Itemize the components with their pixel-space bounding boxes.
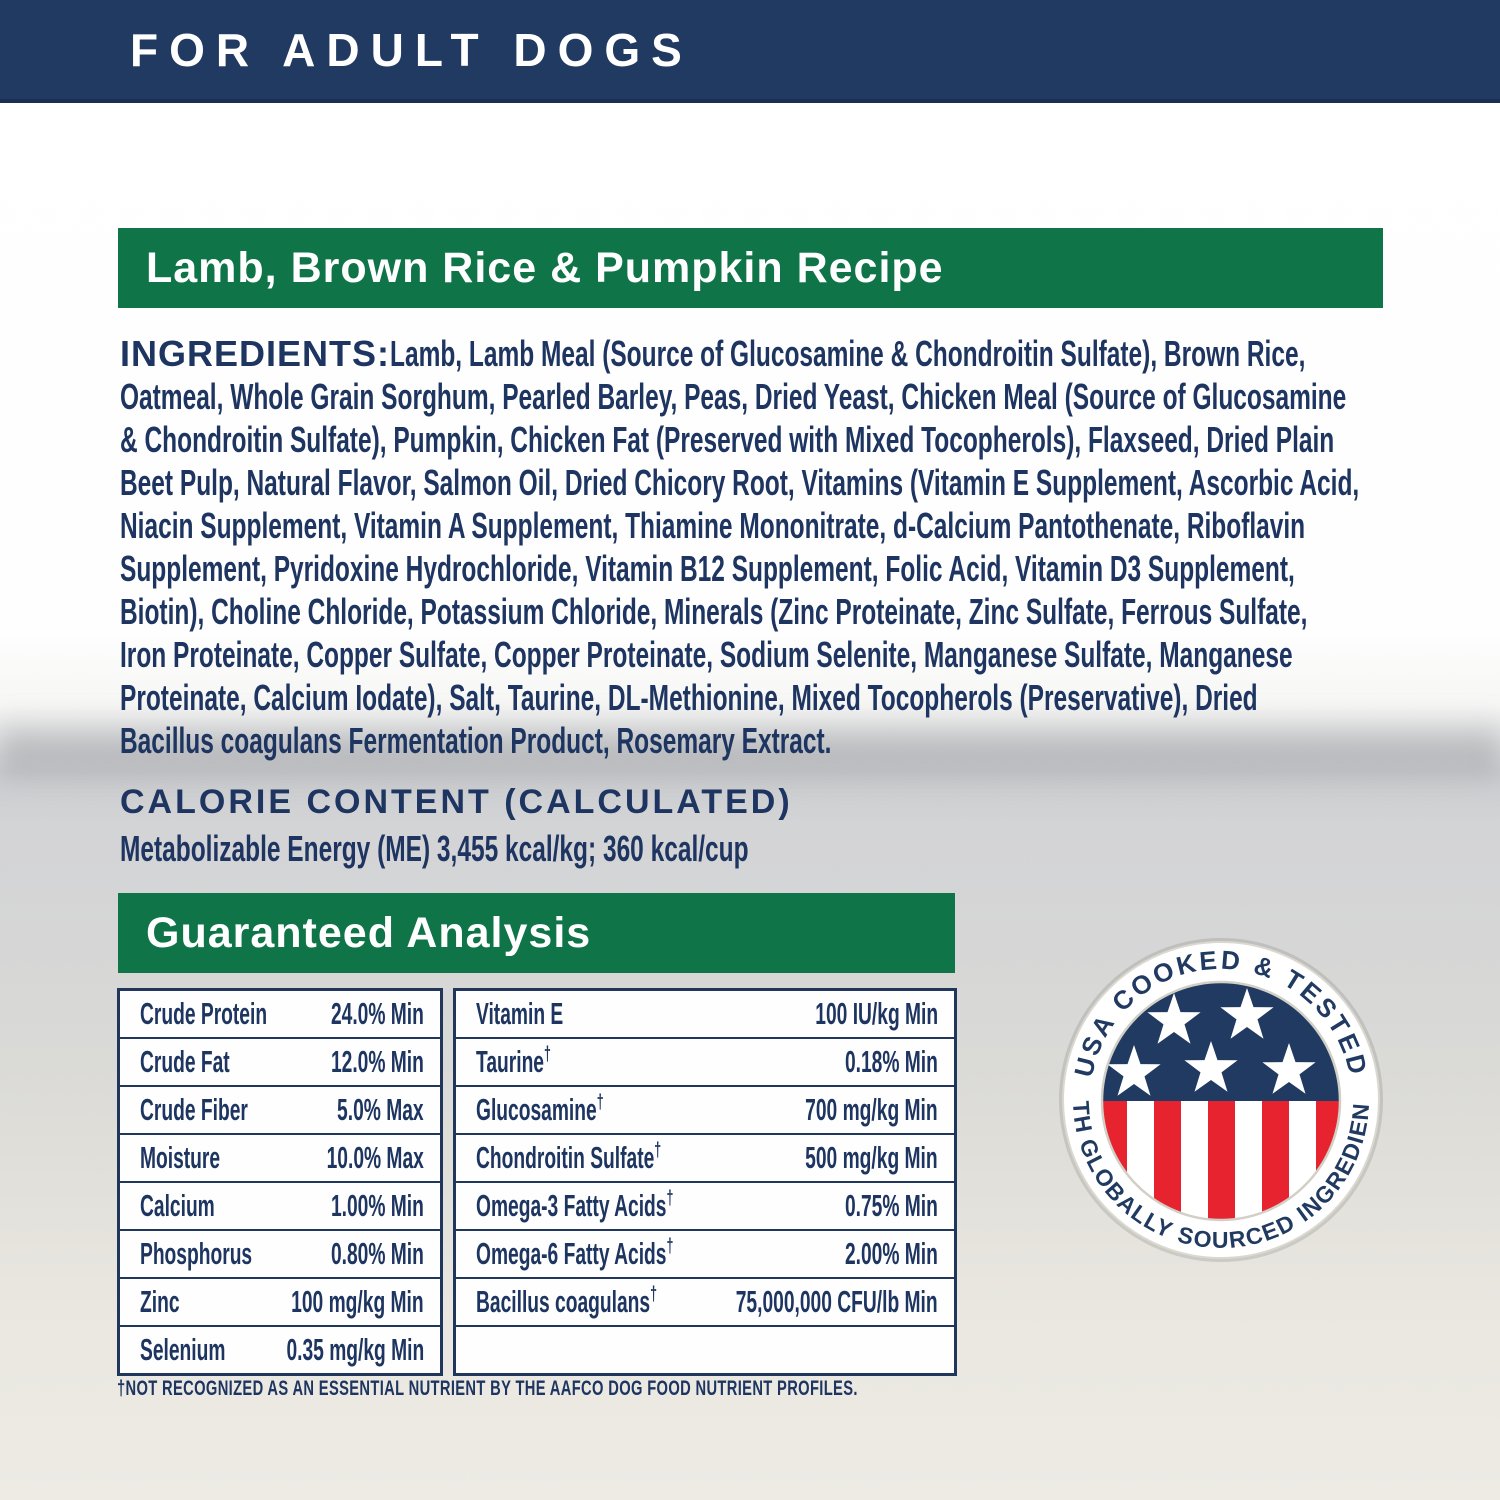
table-row: Glucosamine† 700 mg/kg Min	[456, 1085, 954, 1133]
guaranteed-analysis-label: Guaranteed Analysis	[146, 908, 592, 957]
badge-inner-ring	[1100, 980, 1342, 1222]
table-row: Selenium 0.35 mg/kg Min	[120, 1325, 440, 1373]
background-treeline	[0, 712, 1500, 782]
ingredients-line: Supplement, Pyridoxine Hydrochloride, Vi…	[120, 548, 1295, 589]
table-row: Chondroitin Sulfate† 500 mg/kg Min	[456, 1133, 954, 1181]
table-row: Omega-6 Fatty Acids† 2.00% Min	[456, 1229, 954, 1277]
ingredients-line: Biotin), Choline Chloride, Potassium Chl…	[120, 591, 1308, 632]
table-row: Phosphorus 0.80% Min	[120, 1229, 440, 1277]
ingredients-line: Niacin Supplement, Vitamin A Supplement,…	[120, 505, 1306, 546]
calorie-line: Metabolizable Energy (ME) 3,455 kcal/kg;…	[120, 827, 1044, 870]
ingredients-line: & Chondroitin Sulfate), Pumpkin, Chicken…	[120, 419, 1335, 460]
table-row: Calcium 1.00% Min	[120, 1181, 440, 1229]
analysis-table-right: Vitamin E 100 IU/kg Min Taurine† 0.18% Min…	[453, 988, 957, 1376]
table-row: Omega-3 Fatty Acids† 0.75% Min	[456, 1181, 954, 1229]
recipe-banner-label: Lamb, Brown Rice & Pumpkin Recipe	[146, 243, 944, 292]
analysis-footnote: †NOT RECOGNIZED AS AN ESSENTIAL NUTRIENT…	[117, 1377, 858, 1400]
table-row: Vitamin E 100 IU/kg Min	[476, 996, 938, 1031]
calorie-value: Metabolizable Energy (ME) 3,455 kcal/kg;…	[120, 828, 749, 869]
badge-outer-shadow	[1059, 938, 1383, 1262]
recipe-banner: Lamb, Brown Rice & Pumpkin Recipe	[118, 228, 1383, 308]
ingredients-line: Proteinate, Calcium Iodate), Salt, Tauri…	[120, 677, 1258, 718]
ingredients-heading: INGREDIENTS:	[120, 333, 391, 374]
ingredients-line: INGREDIENTS:Lamb, Lamb Meal (Source of G…	[120, 332, 1480, 375]
ingredients-text: Lamb, Lamb Meal (Source of Glucosamine &…	[390, 333, 1306, 374]
ingredients-line: Iron Proteinate, Copper Sulfate, Copper …	[120, 634, 1293, 675]
analysis-table-left: Crude Protein 24.0% Min Crude Fat 12.0% Mi…	[117, 988, 443, 1376]
table-row: Crude Fiber 5.0% Max	[120, 1085, 440, 1133]
table-row: Taurine† 0.18% Min	[456, 1037, 954, 1085]
table-row: Crude Fat 12.0% Min	[120, 1037, 440, 1085]
guaranteed-analysis-banner: Guaranteed Analysis	[118, 893, 955, 973]
table-row: Crude Protein 24.0% Min	[140, 996, 424, 1031]
badge-seal-icon: USA COOKED & TESTED WITH GLOBALLY SOURCE…	[1056, 935, 1383, 1262]
calorie-heading: CALORIE CONTENT (CALCULATED)	[120, 783, 793, 821]
ingredients-section: INGREDIENTS:Lamb, Lamb Meal (Source of G…	[120, 332, 1480, 762]
table-row: Moisture 10.0% Max	[120, 1133, 440, 1181]
ingredients-line: Oatmeal, Whole Grain Sorghum, Pearled Ba…	[120, 376, 1347, 417]
page-title: FOR ADULT DOGS	[130, 23, 693, 76]
table-row: Zinc 100 mg/kg Min	[120, 1277, 440, 1325]
top-banner: FOR ADULT DOGS	[0, 0, 1500, 103]
ingredients-line: Bacillus coagulans Fermentation Product,…	[120, 720, 832, 761]
table-row: Bacillus coagulans† 75,000,000 CFU/lb Min	[456, 1277, 954, 1325]
table-row	[456, 1325, 954, 1373]
ingredients-line: Beet Pulp, Natural Flavor, Salmon Oil, D…	[120, 462, 1360, 503]
usa-cooked-tested-badge: USA COOKED & TESTED WITH GLOBALLY SOURCE…	[1056, 935, 1386, 1265]
